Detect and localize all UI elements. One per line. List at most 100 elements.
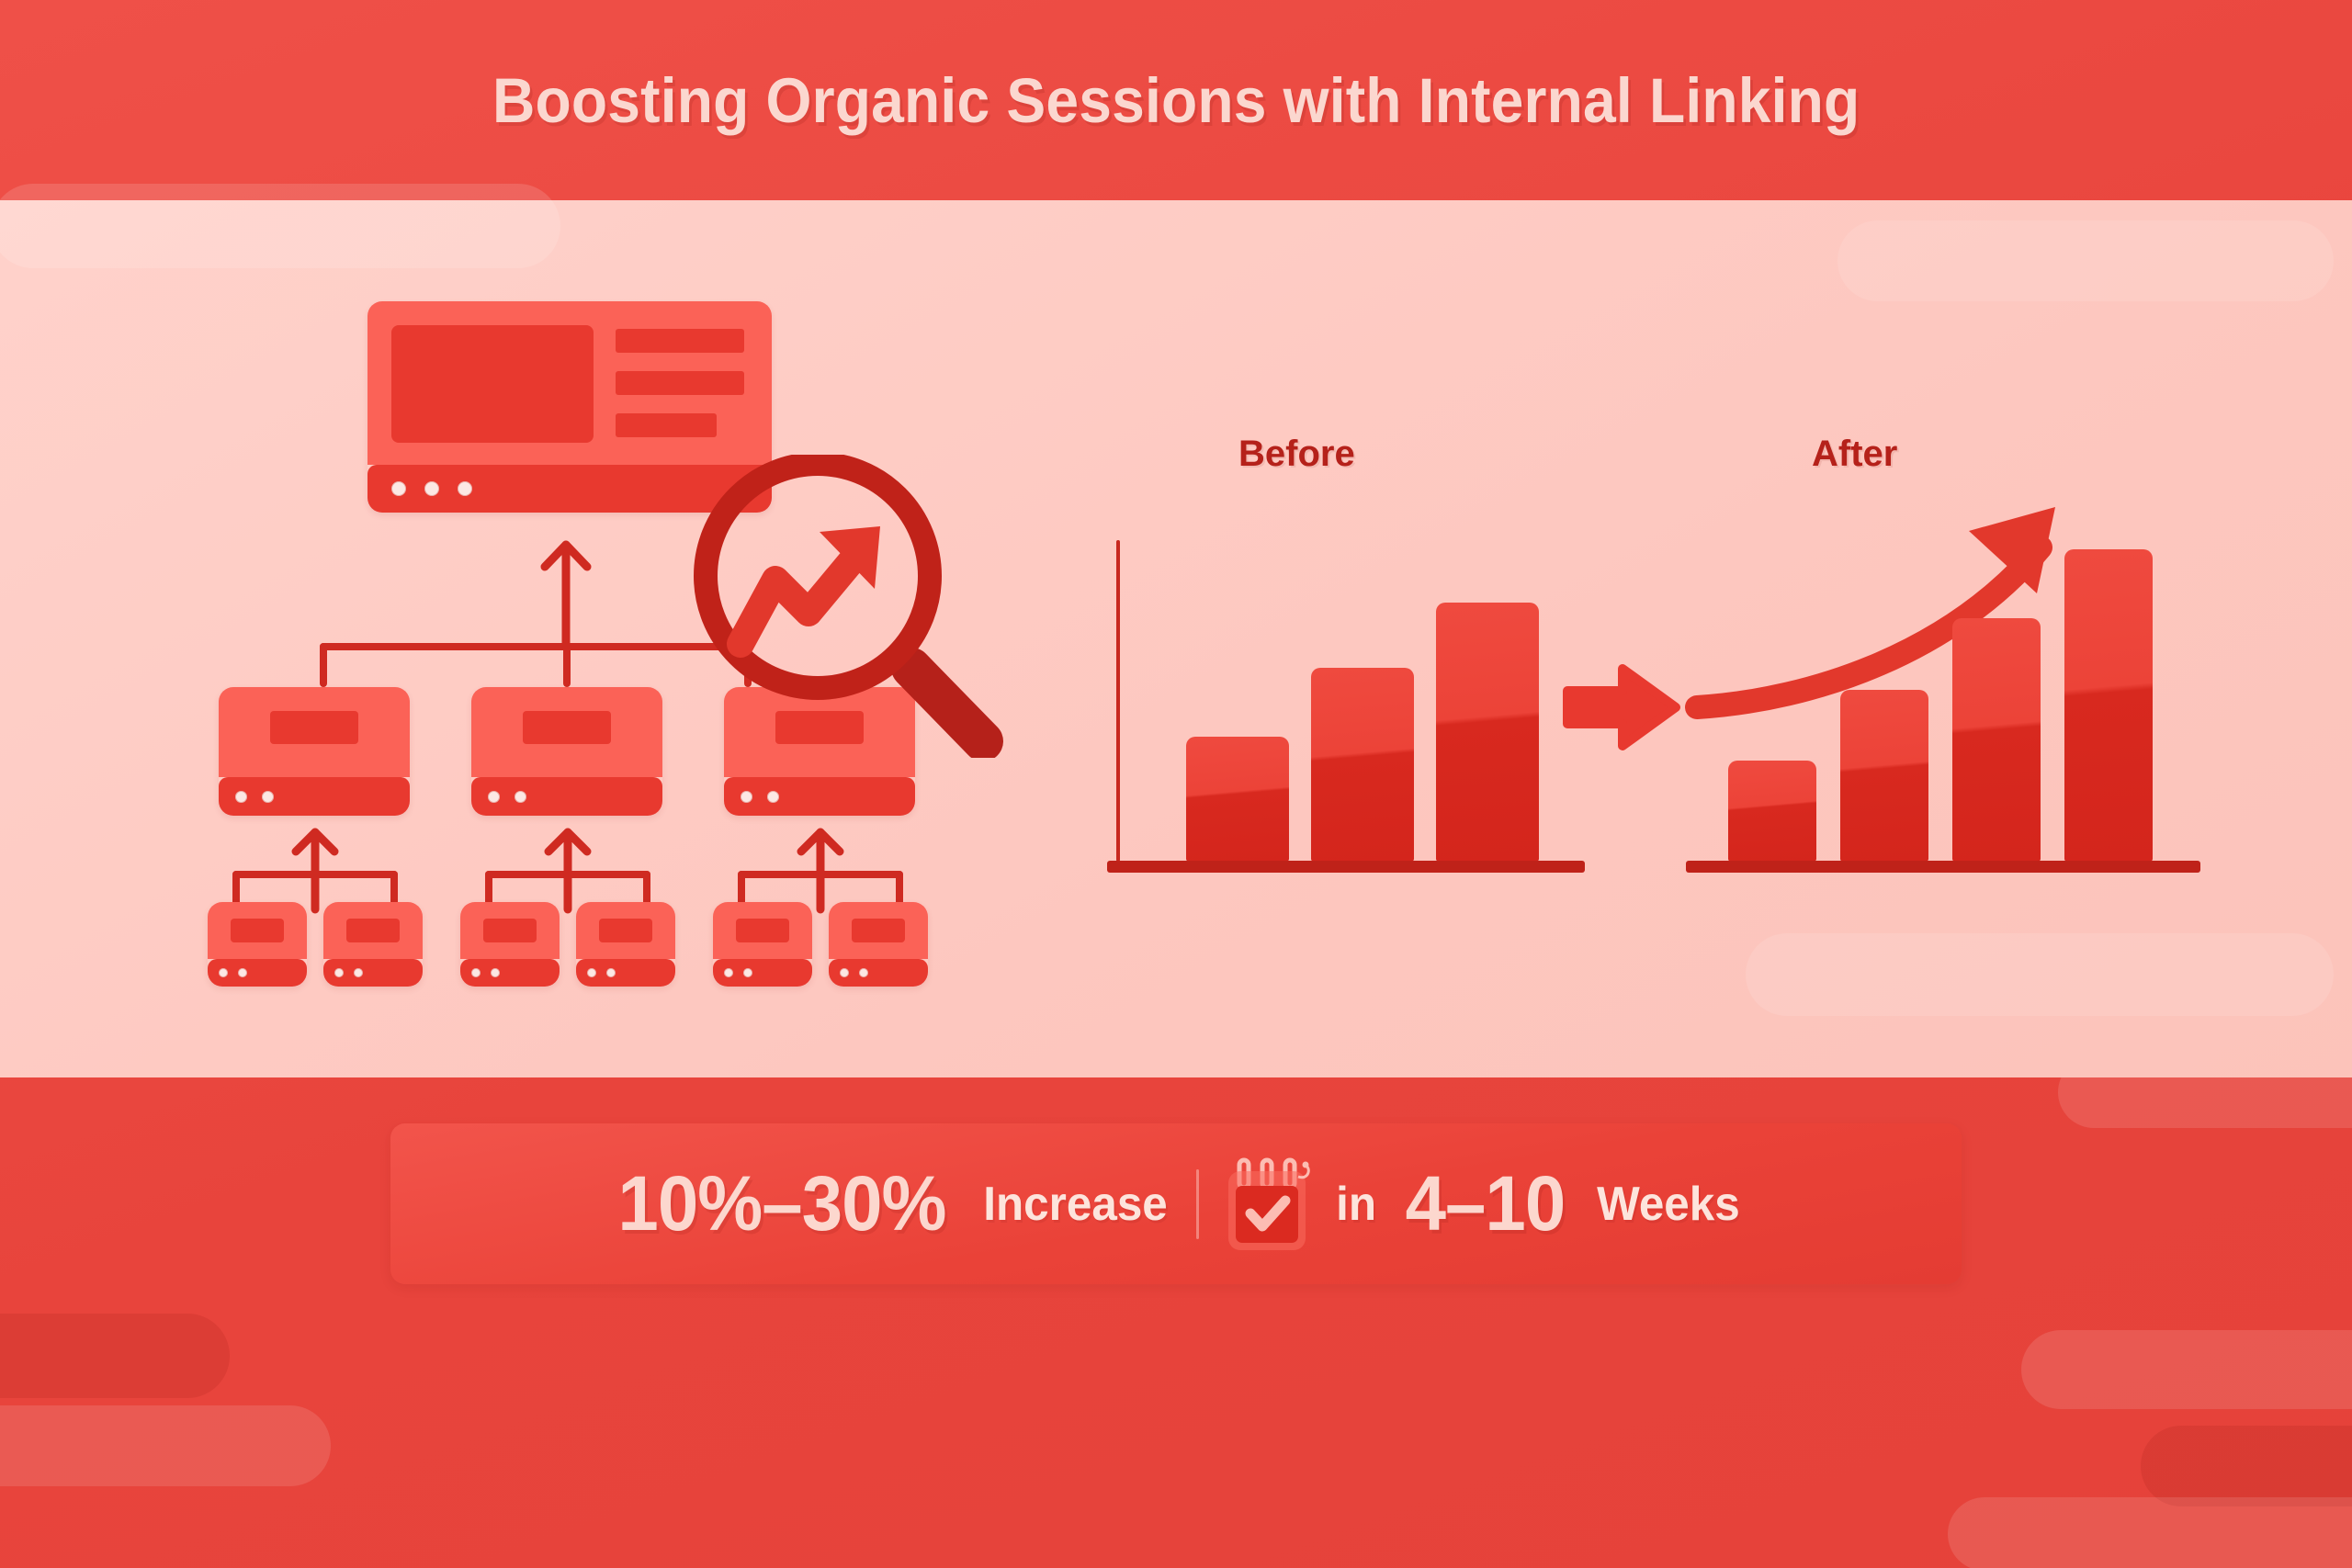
window-titlebar (460, 959, 560, 987)
bar-before-2 (1311, 668, 1414, 862)
content-block (483, 919, 537, 942)
content-block (346, 919, 400, 942)
bg-pill-bottom-right-dark (2141, 1426, 2352, 1506)
text-line (616, 371, 744, 395)
sidebar-mid-window-3 (724, 687, 915, 816)
window-titlebar (713, 959, 812, 987)
in-label: in (1335, 1177, 1376, 1231)
window-dot-icon (458, 481, 472, 496)
window-dot-icon (840, 968, 849, 977)
window-titlebar (219, 777, 410, 816)
duration-range-value: 4–10 (1405, 1160, 1566, 1247)
bar-after-3 (1952, 618, 2041, 862)
window-body (208, 902, 307, 959)
x-axis-line (1107, 861, 1585, 873)
leaf-group-up-arrow-icon (544, 828, 592, 914)
bg-pill-bottom-right-2 (1948, 1497, 2352, 1568)
leaf-bracket-right (896, 871, 903, 908)
panel-pill-3 (1746, 933, 2334, 1016)
window-dot-icon (488, 790, 500, 803)
window-dot-icon (741, 790, 752, 803)
plot-area (1695, 549, 2210, 862)
window-titlebar (576, 959, 675, 987)
window-titlebar (829, 959, 928, 987)
window-dot-icon (334, 968, 344, 977)
page-title: Boosting Organic Sessions with Internal … (0, 64, 2352, 137)
window-dot-icon (743, 968, 752, 977)
content-block (231, 919, 284, 942)
bg-pill-bottom-left-dark (0, 1314, 230, 1398)
content-block (270, 711, 358, 744)
hero-block (391, 325, 594, 443)
window-dot-icon (262, 790, 274, 803)
bar-after-1 (1728, 761, 1816, 862)
sidebar-leaf-window-5 (713, 902, 812, 987)
sidebar-leaf-window-4 (576, 902, 675, 987)
content-block (599, 919, 652, 942)
window-body (576, 902, 675, 959)
x-axis-line (1686, 861, 2200, 873)
window-dot-icon (219, 968, 228, 977)
plot-area (1107, 549, 1585, 862)
sidebar-leaf-window-1 (208, 902, 307, 987)
window-dot-icon (391, 481, 406, 496)
leaf-bracket-right (390, 871, 398, 908)
window-dot-icon (471, 968, 481, 977)
window-dot-icon (424, 481, 439, 496)
duration-label: Weeks (1596, 1177, 1740, 1231)
text-line (616, 413, 717, 437)
bar-after-2 (1840, 690, 1928, 862)
growth-arrow-annotation-icon (1685, 507, 2055, 719)
bar-before-1 (1186, 737, 1289, 862)
chart-label-after: After (1812, 434, 1898, 474)
window-dot-icon (859, 968, 868, 977)
window-titlebar (724, 777, 915, 816)
bar-after-4 (2064, 549, 2153, 862)
window-body (219, 687, 410, 777)
window-dot-icon (724, 968, 733, 977)
sidebar-mid-window-1 (219, 687, 410, 816)
leaf-bracket-right (643, 871, 650, 908)
leaf-bracket-left (738, 871, 745, 908)
window-body (829, 902, 928, 959)
leaf-group-up-arrow-icon (797, 828, 844, 914)
window-dot-icon (238, 968, 247, 977)
panel-pill-2 (1838, 220, 2334, 301)
window-body (471, 687, 662, 777)
chart-label-before: Before (1238, 434, 1355, 474)
sidebar-leaf-window-6 (829, 902, 928, 987)
right-arrow-icon (1563, 664, 1680, 750)
window-dot-icon (587, 968, 596, 977)
tree-branch-center (563, 643, 571, 687)
tree-branch-left (320, 643, 327, 687)
tree-bus-horizontal (320, 643, 752, 650)
leaf-bracket-horizontal (738, 871, 903, 878)
increase-label: Increase (982, 1177, 1168, 1231)
window-dot-icon (767, 790, 779, 803)
leaf-bracket-left (232, 871, 240, 908)
window-dot-icon (491, 968, 500, 977)
window-body (724, 687, 915, 777)
panel-pill-1 (0, 184, 560, 268)
content-block (775, 711, 864, 744)
y-axis-line (1116, 540, 1120, 862)
calendar-check-icon (1227, 1157, 1310, 1250)
window-body (460, 902, 560, 959)
content-block (523, 711, 611, 744)
window-titlebar (208, 959, 307, 987)
after-bar-chart (1685, 507, 2210, 882)
sidebar-mid-window-2 (471, 687, 662, 816)
sidebar-root-window (368, 301, 772, 513)
leaf-bracket-horizontal (232, 871, 398, 878)
leaf-bracket-horizontal (485, 871, 650, 878)
content-block (736, 919, 789, 942)
content-block (852, 919, 905, 942)
window-dot-icon (514, 790, 526, 803)
bar-before-3 (1436, 603, 1539, 862)
window-body (713, 902, 812, 959)
window-dot-icon (606, 968, 616, 977)
leaf-group-up-arrow-icon (291, 828, 339, 914)
sidebar-leaf-window-3 (460, 902, 560, 987)
window-body (368, 301, 772, 465)
